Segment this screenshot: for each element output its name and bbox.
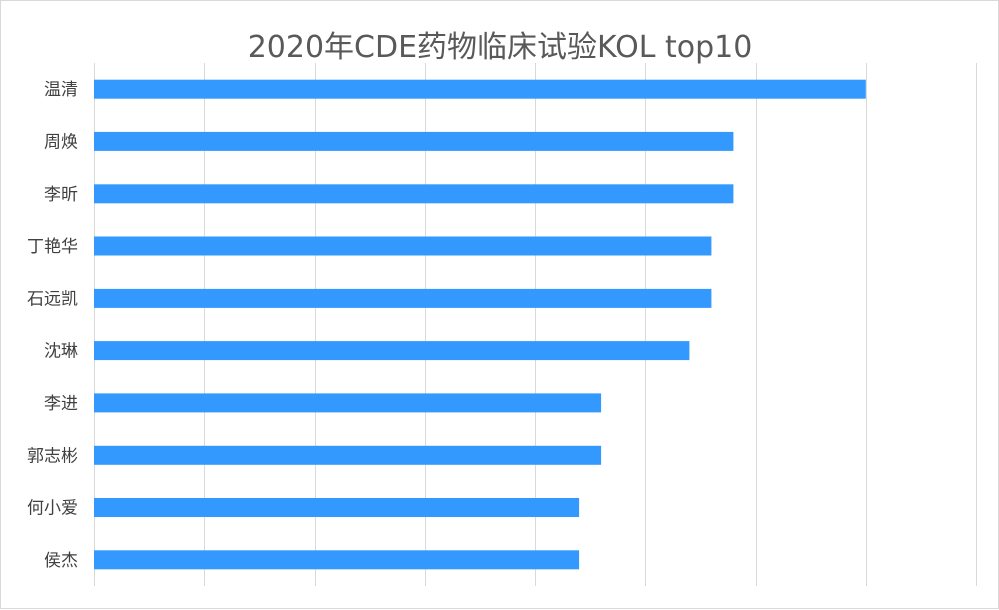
bar-1: [94, 131, 734, 151]
category-label: 周焕: [44, 132, 78, 152]
category-label: 温清: [44, 80, 78, 100]
category-label: 丁艳华: [27, 237, 78, 257]
bars: [94, 79, 866, 570]
category-label: 沈琳: [44, 342, 78, 362]
category-label: 李昕: [44, 185, 78, 205]
bar-0: [94, 79, 866, 99]
bar-8: [94, 498, 580, 517]
category-label: 何小爱: [27, 499, 78, 519]
bar-4: [94, 288, 712, 308]
bar-7: [94, 445, 602, 465]
bar-2: [94, 184, 734, 204]
category-label: 石远凯: [27, 289, 78, 309]
bar-3: [94, 236, 712, 256]
bar-9: [94, 550, 580, 570]
category-label: 侯杰: [44, 551, 78, 571]
category-label: 郭志彬: [27, 446, 78, 466]
category-label: 李进: [44, 394, 78, 414]
chart-title: 2020年CDE药物临床试验KOL top10: [248, 30, 753, 65]
bar-6: [94, 393, 602, 413]
bar-5: [94, 341, 690, 361]
